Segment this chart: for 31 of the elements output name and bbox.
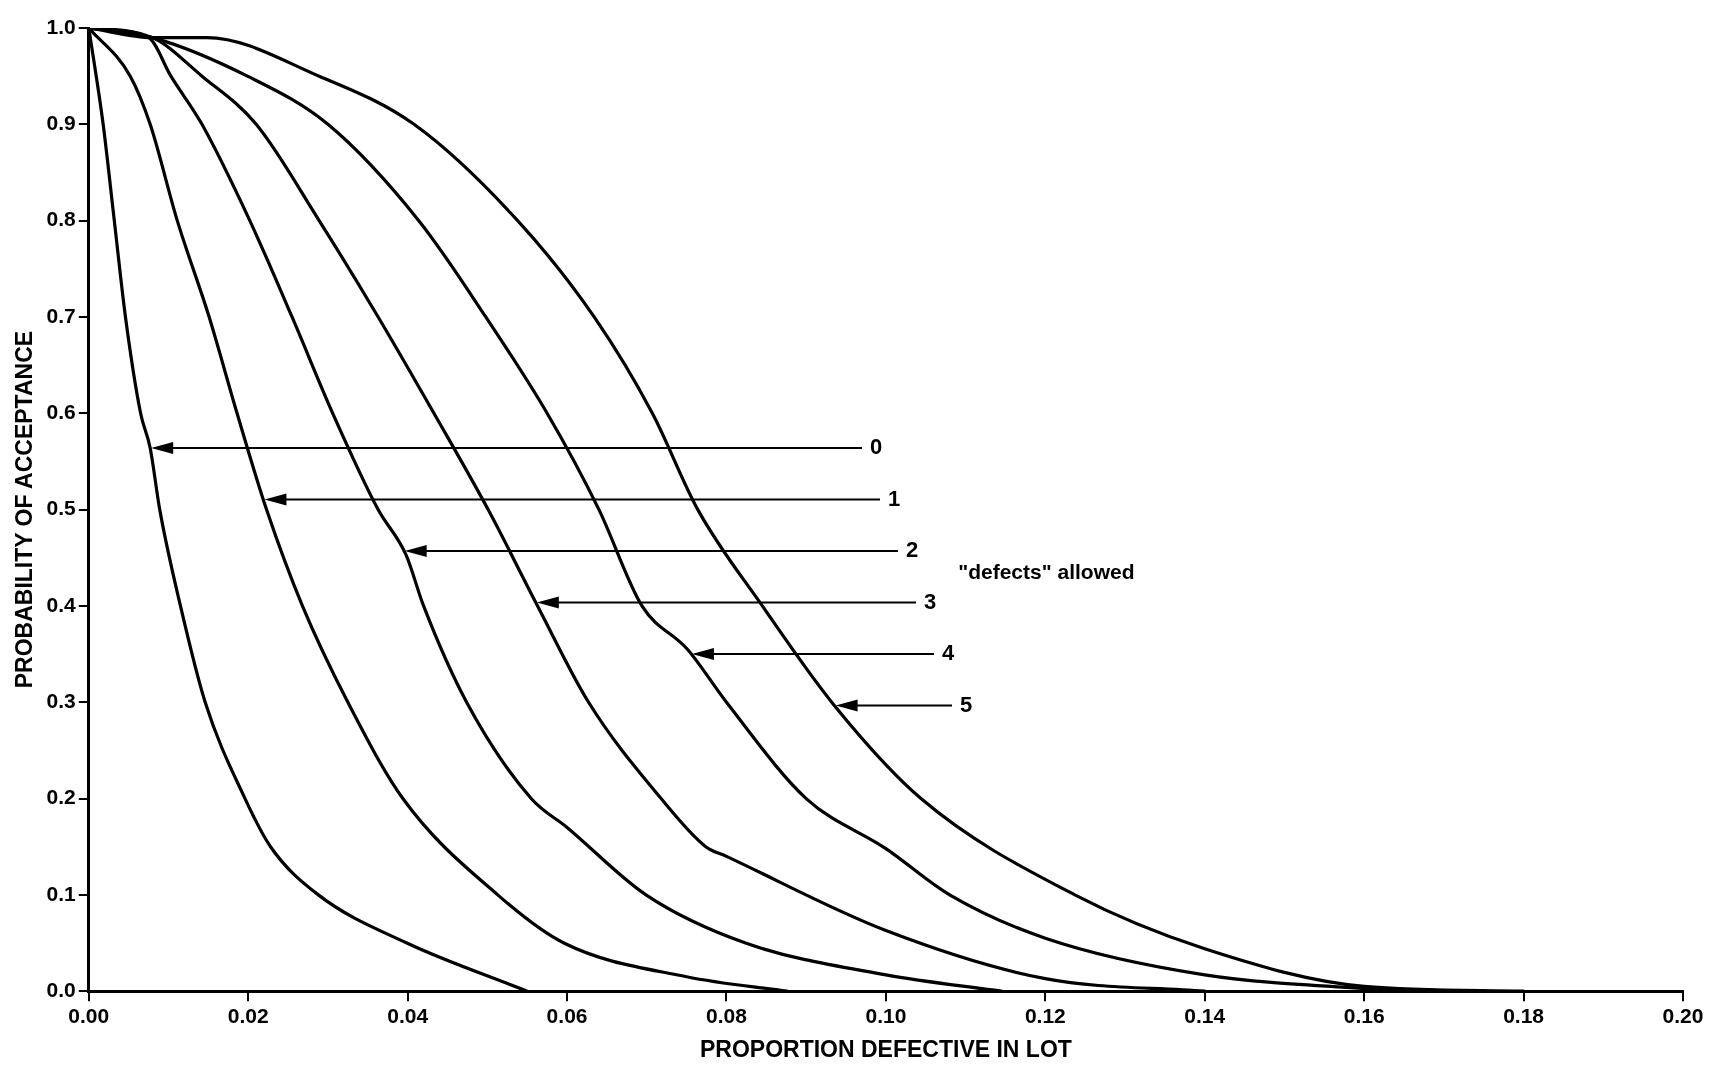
y-tick-label: 1.0	[46, 14, 76, 38]
x-axis-title: PROPORTION DEFECTIVE IN LOT	[699, 1035, 1072, 1062]
x-tick-label: 0.06	[546, 1003, 588, 1027]
annotation: 2	[905, 537, 919, 563]
y-tick-label: 0.4	[46, 592, 77, 616]
y-tick-label: 0.1	[46, 881, 77, 905]
x-tick-label: 0.16	[1343, 1003, 1385, 1027]
x-tick-label: 0.04	[387, 1003, 429, 1027]
annotation: 1	[887, 485, 901, 511]
y-tick-label: 0.0	[46, 978, 76, 1001]
y-tick-label: 0.9	[46, 111, 76, 135]
y-tick-label: 0.3	[46, 689, 76, 713]
annotation: 5	[959, 691, 973, 717]
x-tick-label: 0.00	[68, 1003, 110, 1027]
annotation: "defects" allowed	[958, 559, 1135, 583]
y-tick-label: 0.2	[46, 785, 76, 809]
x-tick-label: 0.18	[1503, 1003, 1545, 1027]
x-tick-label: 0.12	[1024, 1003, 1066, 1027]
y-tick-label: 0.7	[46, 303, 76, 327]
y-axis-title: PROBABILITY OF ACCEPTANCE	[11, 330, 38, 689]
x-tick-label: 0.20	[1662, 1003, 1704, 1027]
y-tick-label: 0.6	[46, 400, 76, 424]
y-tick-label: 0.5	[46, 496, 77, 520]
x-tick-label: 0.10	[865, 1003, 907, 1027]
x-tick-label: 0.02	[227, 1003, 269, 1027]
annotation: 3	[923, 588, 937, 614]
annotation: 4	[941, 640, 955, 666]
y-tick-label: 0.8	[46, 207, 77, 231]
x-tick-label: 0.14	[1184, 1003, 1226, 1027]
annotation: 0	[869, 434, 883, 460]
x-tick-label: 0.08	[706, 1003, 748, 1027]
